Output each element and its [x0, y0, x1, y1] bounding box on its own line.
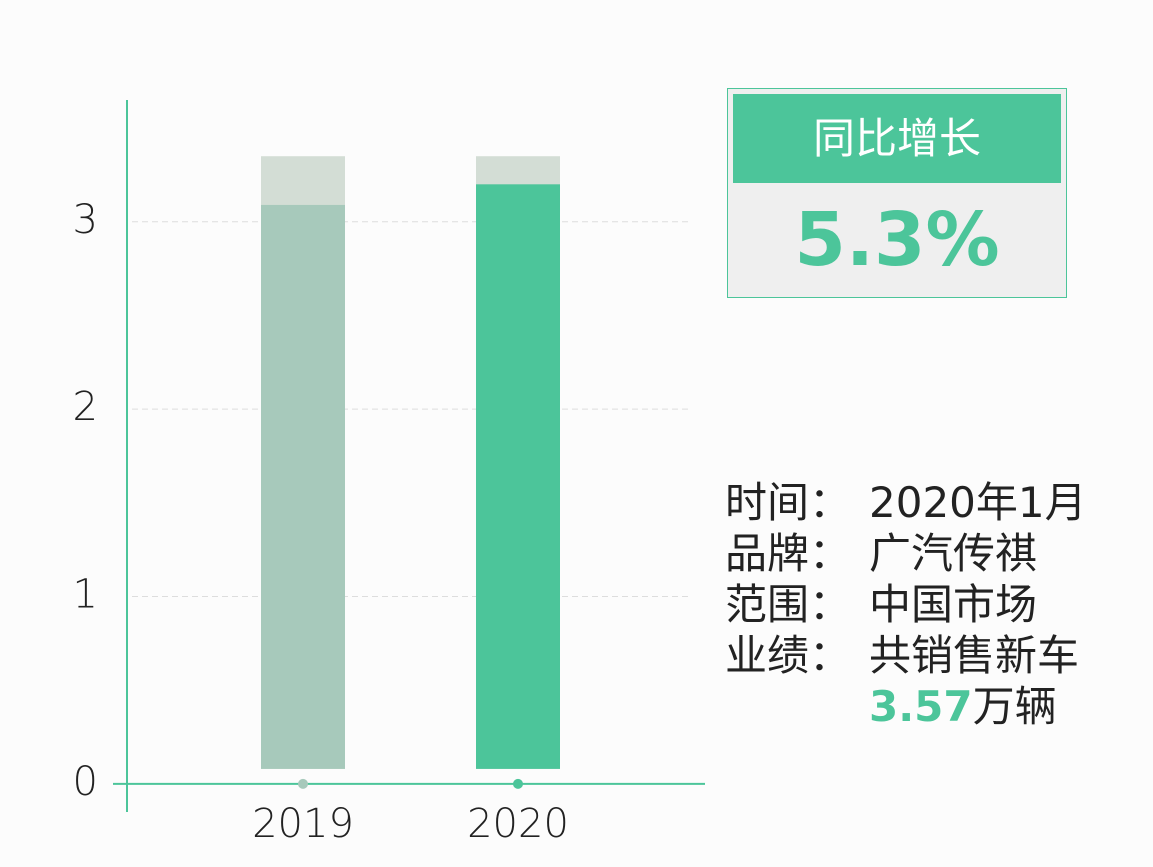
x-dot	[513, 778, 523, 789]
chart: 0 1 2 3 2019 2020	[73, 100, 705, 847]
info-row: 品牌： 广汽传祺	[725, 528, 1087, 579]
info-value: 广汽传祺	[869, 529, 1038, 578]
sales-number: 3.57	[869, 682, 973, 731]
info: 时间： 2020年1月 品牌： 广汽传祺 范围： 中国市场 业绩： 共销售新车 3.57…	[725, 477, 1087, 732]
sales-unit: 万辆	[972, 682, 1057, 731]
x-dot	[298, 778, 308, 789]
growth-title: 同比增长	[733, 94, 1061, 183]
bar	[476, 184, 560, 769]
x-tick-label: 2020	[467, 801, 569, 847]
info-value: 中国市场	[869, 580, 1038, 629]
info-row: 3.57万辆	[725, 681, 1087, 732]
y-tick-label: 1	[73, 572, 98, 618]
info-row: 业绩： 共销售新车	[725, 630, 1087, 681]
info-label: 范围：	[725, 580, 852, 629]
y-tick-label: 2	[73, 384, 98, 430]
bar	[261, 204, 345, 769]
y-tick-label: 0	[73, 759, 98, 805]
growth-value: 5.3%	[794, 197, 1000, 283]
x-tick-label: 2019	[252, 801, 354, 847]
info-label: 时间：	[725, 478, 852, 527]
info-row: 时间： 2020年1月	[725, 477, 1087, 528]
info-label: 业绩：	[725, 631, 852, 680]
growth-box: 同比增长 5.3%	[727, 88, 1067, 298]
info-row: 范围： 中国市场	[725, 579, 1087, 630]
info-label: 品牌：	[725, 529, 852, 578]
info-value: 2020年1月	[869, 478, 1087, 527]
y-tick-label: 3	[73, 197, 98, 243]
info-value: 共销售新车	[869, 631, 1080, 680]
